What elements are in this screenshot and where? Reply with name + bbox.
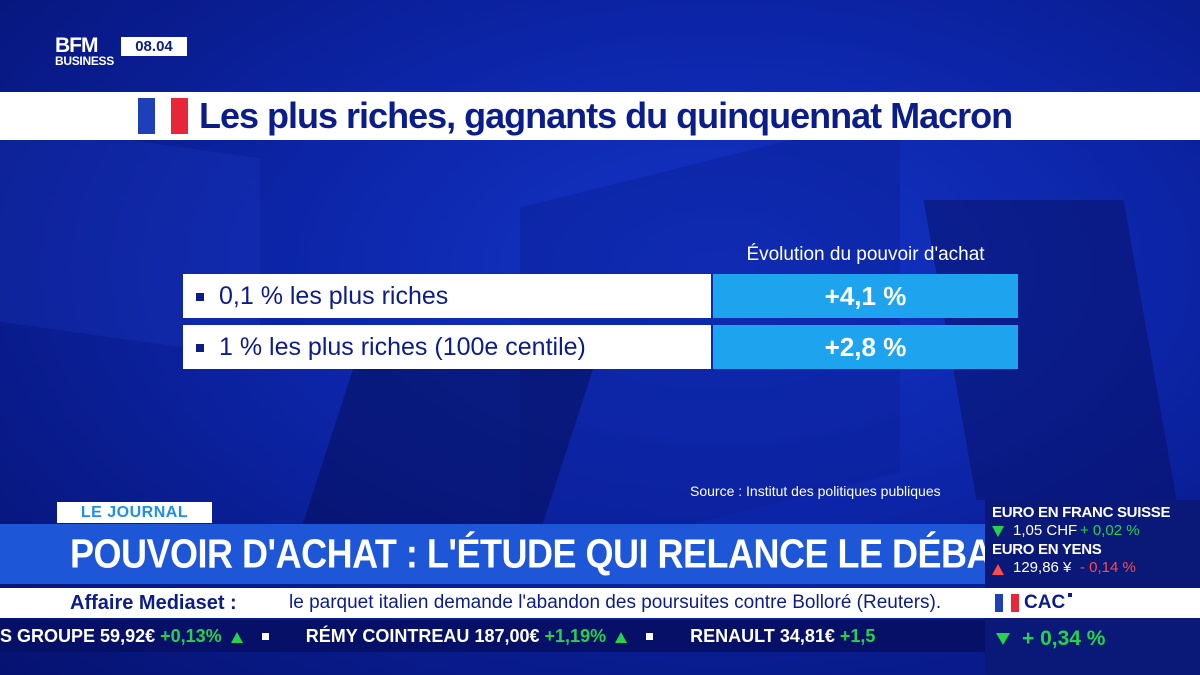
logo-line1: BFM [55, 34, 98, 57]
fx2-change: - 0,14 % [1080, 559, 1136, 576]
ticker-name: RENAULT [690, 626, 775, 646]
french-flag-icon [138, 98, 189, 134]
ticker-track: S GROUPE 59,92€ +0,13% RÉMY COINTREAU 18… [0, 620, 893, 652]
down-arrow-icon [996, 633, 1010, 645]
bullet-icon [196, 293, 204, 301]
separator-icon [261, 632, 269, 640]
ticker-name: RÉMY COINTREAU [305, 626, 470, 646]
down-arrow-icon [992, 526, 1004, 537]
title-band [0, 92, 1200, 140]
status-dot-icon [1068, 593, 1072, 597]
table-row: 1 % les plus riches (100e centile) +2,8 … [183, 325, 1018, 369]
ticker-price: 187,00€ [474, 626, 540, 646]
source-note: Source : Institut des politiques publiqu… [690, 483, 941, 499]
french-flag-icon [995, 594, 1019, 612]
ticker-change: +1,5 [839, 626, 876, 646]
up-arrow-icon [615, 631, 628, 643]
fx1-title: EURO EN FRANC SUISSE [992, 504, 1171, 521]
channel-logo: BFM BUSINESS [55, 34, 114, 68]
fx2-value: 129,86 ¥ [1013, 559, 1072, 576]
ticker-price: 34,81€ [779, 626, 835, 646]
ticker-name: S GROUPE [0, 626, 96, 646]
row-label-cell: 0,1 % les plus riches [183, 274, 711, 318]
fx1-change: + 0,02 % [1080, 522, 1140, 539]
fx1-value: 1,05 CHF [1013, 522, 1078, 539]
column-header: Évolution du pouvoir d'achat [746, 244, 985, 265]
headline-bar [0, 524, 985, 584]
flag-stripe-white [1003, 594, 1011, 612]
background-shape [0, 121, 260, 359]
ticker-item: RÉMY COINTREAU 187,00€ +1,19% [306, 620, 667, 652]
row-value: +4,1 % [713, 274, 1018, 318]
up-arrow-icon [230, 631, 243, 643]
flag-stripe-blue [138, 98, 155, 134]
flag-stripe-blue [995, 594, 1003, 612]
page-title: Les plus riches, gagnants du quinquennat… [199, 95, 1013, 136]
separator-icon [646, 632, 654, 640]
ticker-change: +0,13% [160, 626, 222, 646]
ticker-change: +1,19% [544, 626, 607, 646]
index-change: + 0,34 % [1022, 627, 1106, 650]
row-label-cell: 1 % les plus riches (100e centile) [183, 325, 711, 369]
news-topic: Affaire Mediaset : [70, 592, 237, 614]
cac-row [985, 588, 1200, 618]
stock-ticker: S GROUPE 59,92€ +0,13% RÉMY COINTREAU 18… [0, 620, 985, 652]
fx2-title: EURO EN YENS [992, 541, 1102, 558]
market-panel [985, 500, 1200, 675]
news-bar [0, 588, 985, 618]
ticker-item: RENAULT 34,81€ +1,5 [690, 620, 875, 652]
news-text: le parquet italien demande l'abandon des… [289, 592, 942, 613]
flag-stripe-red [171, 98, 189, 134]
ticker-item: S GROUPE 59,92€ +0,13% [0, 620, 283, 652]
logo-line2: BUSINESS [55, 54, 114, 68]
up-arrow-icon [992, 564, 1004, 575]
row-value: +2,8 % [713, 325, 1018, 369]
index-name: CAC [1024, 592, 1066, 613]
ticker-price: 59,92€ [100, 626, 156, 646]
flag-stripe-red [1011, 594, 1019, 612]
show-tag: LE JOURNAL [57, 502, 212, 523]
row-label: 0,1 % les plus riches [219, 282, 449, 310]
clock: 08.04 [121, 37, 187, 56]
headline: POUVOIR D'ACHAT : L'ÉTUDE QUI RELANCE LE… [70, 530, 1011, 577]
flag-stripe-white [154, 98, 172, 134]
row-label: 1 % les plus riches (100e centile) [219, 333, 586, 361]
bullet-icon [196, 344, 204, 352]
table-row: 0,1 % les plus riches +4,1 % [183, 274, 1018, 318]
